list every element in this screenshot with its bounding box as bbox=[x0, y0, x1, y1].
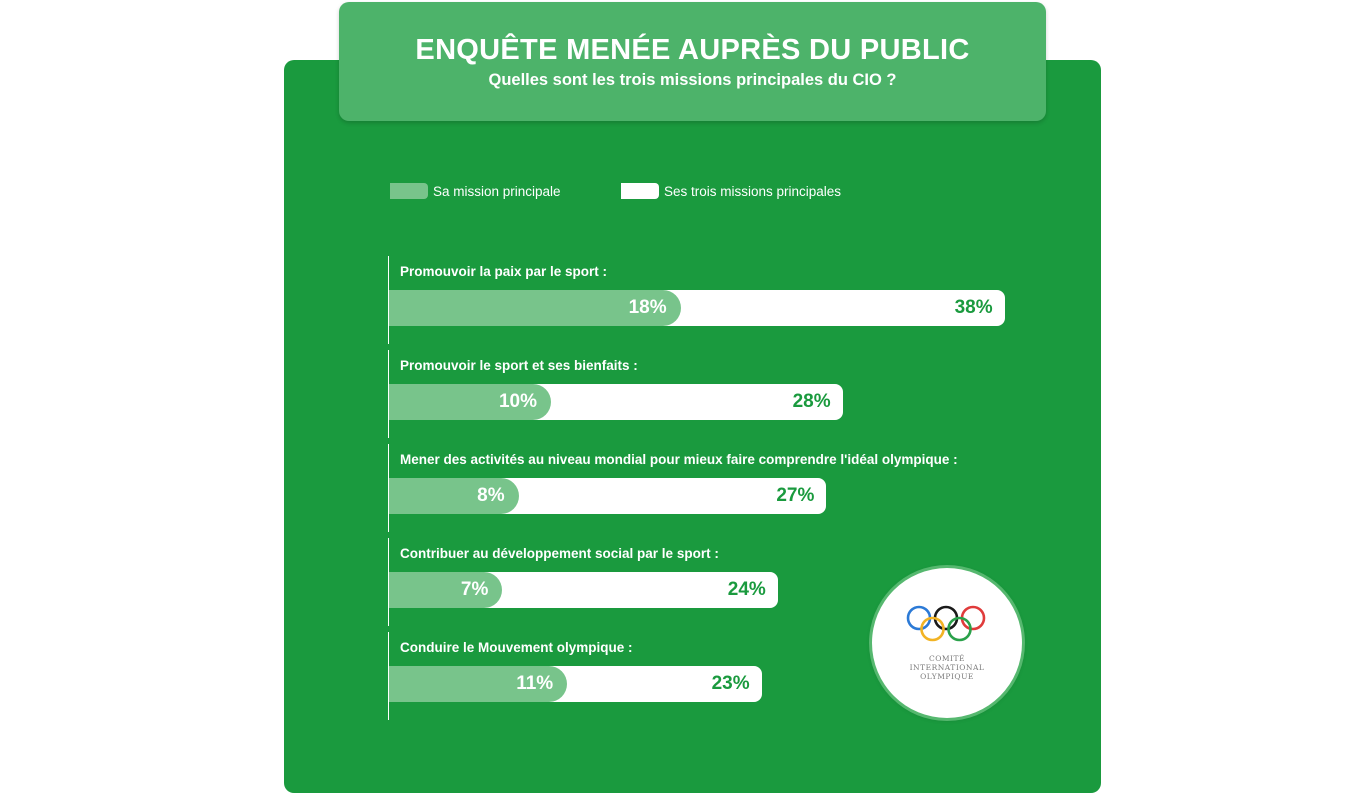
legend-three: Ses trois missions principales bbox=[621, 182, 841, 200]
chart-title: ENQUÊTE MENÉE AUPRÈS DU PUBLIC bbox=[415, 34, 970, 66]
value-label-three: 27% bbox=[776, 485, 815, 506]
legend-three-swatch bbox=[621, 183, 659, 199]
bar-main-mission bbox=[389, 666, 568, 702]
olympic-rings-icon bbox=[906, 605, 986, 642]
chart-subtitle: Quelles sont les trois missions principa… bbox=[488, 71, 897, 89]
category-label: Conduire le Mouvement olympique : bbox=[400, 640, 633, 655]
value-label-three: 28% bbox=[792, 391, 831, 412]
value-label-main: 18% bbox=[628, 297, 667, 318]
bar-main-mission bbox=[389, 290, 681, 326]
value-label-main: 10% bbox=[498, 391, 537, 412]
legend-main-label: Sa mission principale bbox=[433, 183, 561, 199]
chart-row: Mener des activités au niveau mondial po… bbox=[388, 444, 1109, 532]
category-label: Mener des activités au niveau mondial po… bbox=[400, 452, 958, 467]
category-label: Promouvoir le sport et ses bienfaits : bbox=[400, 358, 638, 373]
chart-row: Contribuer au développement social par l… bbox=[388, 538, 1109, 626]
value-label-three: 24% bbox=[727, 579, 766, 600]
logo-text: COMITÉ INTERNATIONAL OLYMPIQUE bbox=[909, 654, 985, 681]
chart-row: Promouvoir le sport et ses bienfaits : 10… bbox=[388, 350, 1109, 438]
bar-main-mission bbox=[389, 572, 503, 608]
legend-main-swatch bbox=[390, 183, 428, 199]
chart-row: Promouvoir la paix par le sport : 18% 38% bbox=[388, 256, 1109, 344]
chart-row: Conduire le Mouvement olympique : 11% 23% bbox=[388, 632, 1109, 720]
legend-main: Sa mission principale bbox=[390, 182, 561, 200]
value-label-three: 23% bbox=[711, 673, 750, 694]
value-label-main: 7% bbox=[460, 579, 489, 600]
value-label-three: 38% bbox=[954, 297, 993, 318]
bar-main-mission bbox=[389, 478, 519, 514]
ioc-logo: COMITÉ INTERNATIONAL OLYMPIQUE bbox=[872, 568, 1022, 718]
legend-three-label: Ses trois missions principales bbox=[664, 183, 842, 199]
value-label-main: 11% bbox=[516, 673, 554, 694]
category-label: Promouvoir la paix par le sport : bbox=[400, 264, 608, 279]
value-label-main: 8% bbox=[477, 485, 505, 506]
category-label: Contribuer au développement social par l… bbox=[400, 546, 719, 561]
title-box: ENQUÊTE MENÉE AUPRÈS DU PUBLIC Quelles s… bbox=[339, 2, 1046, 121]
bar-main-mission bbox=[389, 384, 551, 420]
